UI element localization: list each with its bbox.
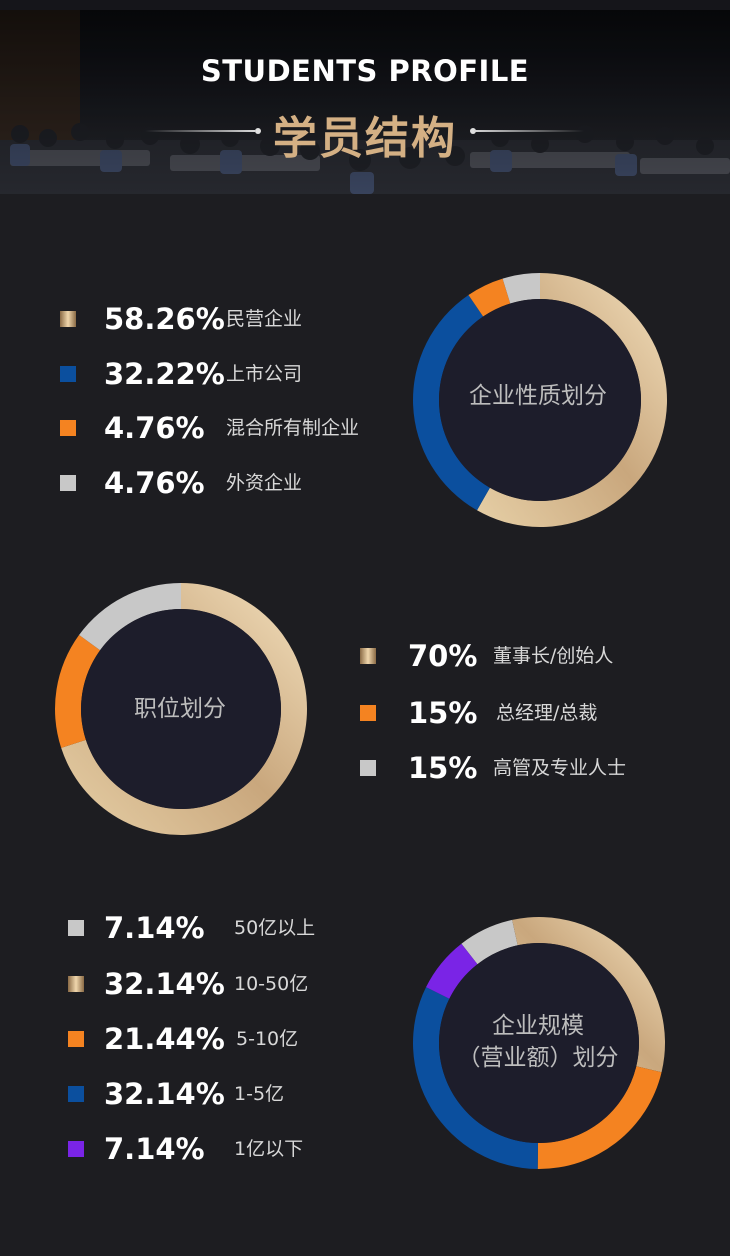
- legend-percent: 70%: [408, 639, 478, 673]
- legend-label: 5-10亿: [236, 1028, 299, 1050]
- donut-slice-1: [55, 634, 101, 748]
- donut-center-title: 职位划分: [134, 696, 226, 722]
- donut-slice-1: [413, 295, 490, 511]
- legend-label: 董事长/创始人: [493, 645, 614, 667]
- legend-label: 总经理/总裁: [496, 702, 598, 724]
- legend-swatch: [360, 705, 376, 721]
- audience-photo-backdrop: [0, 10, 730, 194]
- legend-swatch: [68, 1086, 84, 1102]
- header-title-cn: 学员结构: [273, 113, 457, 164]
- legend-percent: 32.14%: [104, 1077, 225, 1111]
- donut-chart-position: [55, 583, 308, 835]
- legend-percent: 7.14%: [104, 1132, 205, 1166]
- legend-swatch: [68, 1141, 84, 1157]
- legend-percent: 15%: [408, 751, 478, 785]
- legend-percent: 32.14%: [104, 967, 225, 1001]
- donut-slice-0: [477, 273, 667, 527]
- donut-slice-1: [512, 917, 665, 1073]
- header-title-en: STUDENTS PROFILE: [200, 54, 530, 88]
- legend-label: 1亿以下: [234, 1138, 304, 1160]
- donut-slice-3: [412, 987, 538, 1169]
- legend-percent: 15%: [408, 696, 478, 730]
- donut-hole: [81, 609, 281, 809]
- legend-swatch: [360, 760, 376, 776]
- donut-chart-enterprise-scale: [412, 917, 665, 1169]
- donut-slice-2: [79, 583, 181, 651]
- header-divider-right: [474, 130, 584, 132]
- header-divider-left: [145, 130, 255, 132]
- legend-swatch: [68, 1031, 84, 1047]
- legend-percent: 58.26%: [104, 302, 225, 336]
- donut-center-title-line2: （营业额）划分: [457, 1045, 619, 1071]
- legend-percent: 4.76%: [104, 411, 205, 445]
- legend-percent: 7.14%: [104, 911, 205, 945]
- legend-label: 高管及专业人士: [493, 757, 627, 779]
- header-dot-left: [255, 128, 261, 134]
- donut-chart-enterprise-type: [413, 273, 667, 527]
- legend-label: 上市公司: [226, 363, 303, 385]
- legend-swatch: [60, 420, 76, 436]
- legend-percent: 4.76%: [104, 466, 205, 500]
- top-bar: [0, 0, 730, 10]
- donut-hole: [439, 299, 641, 501]
- legend-label: 1-5亿: [234, 1083, 285, 1105]
- donut-slice-2: [468, 278, 511, 317]
- legend-swatch: [60, 475, 76, 491]
- legend-label: 混合所有制企业: [226, 417, 360, 439]
- legend-swatch: [68, 920, 84, 936]
- donut-slice-2: [537, 1066, 662, 1169]
- header-dot-right: [470, 128, 476, 134]
- donut-hole: [439, 943, 639, 1143]
- legend-percent: 32.22%: [104, 357, 225, 391]
- donut-center-title-line1: 企业规模: [492, 1013, 584, 1039]
- donut-center-title: 企业性质划分: [469, 383, 607, 409]
- donut-slice-4: [426, 943, 478, 999]
- legend-label: 外资企业: [226, 472, 303, 494]
- legend-swatch: [60, 311, 76, 327]
- donut-slice-0: [461, 919, 518, 965]
- legend-percent: 21.44%: [104, 1022, 225, 1056]
- legend-swatch: [68, 976, 84, 992]
- legend-swatch: [60, 366, 76, 382]
- donut-center-title-scale: 企业规模 （营业额）划分: [438, 1010, 638, 1074]
- legend-label: 10-50亿: [234, 973, 309, 995]
- donut-slice-3: [502, 273, 540, 304]
- legend-label: 50亿以上: [234, 917, 316, 939]
- legend-swatch: [360, 648, 376, 664]
- header-banner: STUDENTS PROFILE 学员结构: [0, 10, 730, 194]
- legend-label: 民营企业: [226, 308, 303, 330]
